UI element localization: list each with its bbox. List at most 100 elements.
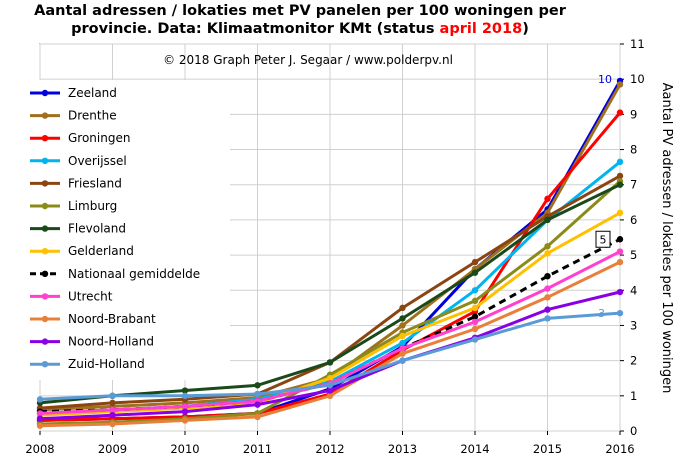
- legend-label-zeeland: Zeeland: [68, 86, 117, 100]
- data-point-drenthe: [616, 81, 624, 88]
- y-tick-label: 3: [630, 318, 637, 332]
- legend-label-nationaal-gemiddelde: Nationaal gemiddelde: [68, 267, 200, 281]
- y-tick-label: 0: [630, 424, 637, 438]
- data-point-noord-holland: [326, 387, 334, 394]
- series-noord-brabant: [36, 258, 624, 429]
- series-zuid-holland: [36, 309, 624, 403]
- data-point-utrecht: [399, 345, 406, 352]
- chart-title-suffix: ): [522, 21, 529, 37]
- end-label: 3: [598, 307, 605, 320]
- data-point-noord-brabant: [181, 417, 189, 424]
- x-tick-label: 2010: [170, 442, 199, 456]
- x-tick-label: 2011: [243, 442, 272, 456]
- end-label: 10: [598, 73, 612, 86]
- data-point-gelderland: [399, 332, 406, 340]
- x-tick-label: 2008: [25, 442, 54, 456]
- legend-marker-gelderland: [41, 248, 49, 255]
- legend-marker-noord-brabant: [41, 315, 49, 323]
- data-point-utrecht: [36, 410, 44, 417]
- data-point-noord-holland: [36, 415, 44, 422]
- data-point-noord-holland: [109, 411, 116, 419]
- data-point-flevoland: [544, 216, 551, 224]
- data-point-utrecht: [181, 403, 189, 410]
- legend-marker-noord-holland: [41, 338, 49, 345]
- legend-marker-limburg: [41, 202, 49, 210]
- axes: 0 1 2 3 4 5 6 7 8 9 10 11 2008 2009 2010 2011 2012 2013 20…: [25, 37, 644, 456]
- legend-label-groningen: Groningen: [68, 131, 130, 145]
- chart-title-line2: provincie. Data: Klimaatmonitor KMt (sta…: [71, 21, 529, 37]
- legend-marker-groningen: [41, 135, 49, 142]
- data-point-zuid-holland: [399, 357, 406, 364]
- legend-marker-overijssel: [41, 157, 49, 164]
- legend-marker-utrecht: [41, 293, 49, 300]
- y-tick-label: 4: [630, 283, 637, 297]
- data-point-groningen: [544, 195, 551, 202]
- chart-title-highlight: april 2018: [440, 21, 523, 37]
- legend: Zeeland Drenthe Groningen Overijssel Friesla…: [22, 80, 230, 380]
- data-point-noord-brabant: [254, 413, 261, 421]
- data-point-noord-brabant: [109, 420, 116, 428]
- end-label: 5: [600, 233, 607, 246]
- legend-marker-zuid-holland: [41, 361, 49, 368]
- data-point-friesland: [616, 172, 624, 180]
- data-point-noord-brabant: [326, 392, 334, 400]
- data-point-gelderland: [544, 250, 551, 257]
- data-point-zuid-holland: [544, 315, 551, 322]
- x-tick-label: 2013: [388, 442, 417, 456]
- data-point-friesland: [109, 399, 116, 407]
- chart-title-line1: Aantal adressen / lokaties met PV panele…: [34, 3, 567, 19]
- data-point-flevoland: [326, 359, 334, 366]
- y-tick-label: 5: [630, 248, 637, 262]
- data-point-noord-holland: [181, 408, 189, 415]
- data-point-noord-brabant: [544, 294, 551, 301]
- legend-label-zuid-holland: Zuid-Holland: [68, 357, 145, 371]
- data-point-zuid-holland: [254, 390, 261, 398]
- series-flevoland: [36, 181, 624, 407]
- legend-label-noord-brabant: Noord-Brabant: [68, 312, 156, 326]
- data-point-nationaal-gemiddelde: [544, 273, 551, 280]
- y-tick-label: 7: [630, 178, 637, 192]
- end-label-box: [595, 230, 611, 248]
- legend-label-utrecht: Utrecht: [68, 289, 113, 303]
- y-tick-label: 2: [630, 354, 637, 368]
- end-labels: 10 5 3: [595, 73, 612, 320]
- y-tick-label: 8: [630, 143, 637, 157]
- data-point-utrecht: [616, 248, 624, 255]
- data-point-nationaal-gemiddelde: [616, 236, 624, 243]
- data-point-flevoland: [181, 387, 189, 394]
- legend-marker-drenthe: [41, 112, 49, 119]
- y-tick-label: 6: [630, 213, 637, 227]
- data-point-zuid-holland: [616, 309, 624, 317]
- data-point-noord-brabant: [36, 422, 44, 429]
- data-point-flevoland: [399, 315, 406, 322]
- data-point-friesland: [471, 258, 479, 266]
- data-point-flevoland: [471, 269, 479, 276]
- legend-label-friesland: Friesland: [68, 176, 122, 190]
- data-point-noord-holland: [254, 401, 261, 408]
- legend-label-gelderland: Gelderland: [68, 244, 134, 258]
- data-point-flevoland: [254, 382, 261, 389]
- legend-label-noord-holland: Noord-Holland: [68, 335, 154, 349]
- data-point-noord-holland: [616, 288, 624, 296]
- copyright-notice: © 2018 Graph Peter J. Segaar / www.polde…: [163, 53, 453, 67]
- legend-marker-zeeland: [41, 89, 49, 97]
- data-point-zuid-holland: [109, 392, 116, 400]
- data-point-zuid-holland: [36, 396, 44, 403]
- y-tick-label: 1: [630, 389, 637, 403]
- y-axis-label: Aantal PV adressen / lokaties per 100 wo…: [659, 83, 674, 394]
- legend-marker-nationaal-gemiddelde: [41, 270, 49, 277]
- data-point-overijssel: [399, 339, 406, 347]
- data-point-overijssel: [471, 287, 479, 294]
- data-point-gelderland: [616, 209, 624, 217]
- legend-marker-flevoland: [41, 225, 49, 232]
- x-tick-label: 2009: [98, 442, 127, 456]
- data-point-flevoland: [616, 181, 624, 188]
- data-point-gelderland: [471, 304, 479, 312]
- data-point-utrecht: [109, 406, 116, 414]
- data-point-overijssel: [616, 158, 624, 166]
- legend-label-limburg: Limburg: [68, 199, 117, 213]
- x-tick-label: 2014: [460, 442, 489, 456]
- data-point-utrecht: [471, 318, 479, 326]
- legend-label-drenthe: Drenthe: [68, 109, 117, 123]
